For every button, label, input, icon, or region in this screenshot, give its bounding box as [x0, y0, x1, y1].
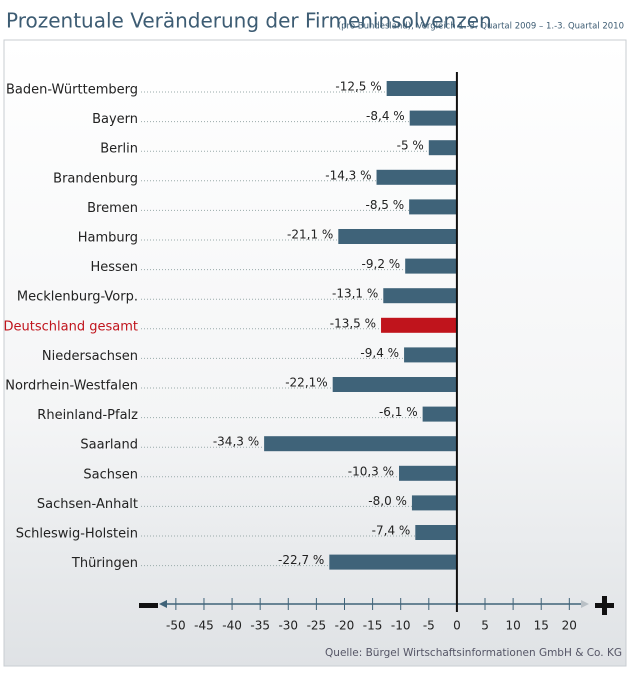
bar — [264, 436, 457, 452]
category-label: Bayern — [92, 112, 138, 127]
bar — [381, 317, 457, 333]
value-label: -7,4 % — [372, 524, 411, 538]
category-label: Schleswig-Holstein — [16, 527, 138, 542]
x-tick-label: -35 — [250, 619, 270, 633]
x-tick-label: 5 — [481, 619, 489, 633]
value-label: -5 % — [397, 139, 424, 153]
value-label: -8,0 % — [368, 494, 407, 508]
bar — [404, 347, 457, 363]
bar — [332, 377, 457, 392]
panel — [3, 39, 627, 667]
value-label: -9,4 % — [360, 346, 399, 360]
value-label: -21,1 % — [287, 228, 333, 242]
x-tick-label: 10 — [505, 619, 520, 633]
bar — [428, 140, 457, 156]
minus-sign — [139, 603, 158, 608]
bar — [383, 288, 457, 304]
x-tick-label: -20 — [335, 619, 355, 633]
bar — [409, 199, 457, 215]
plus-sign — [602, 596, 607, 615]
category-label: Berlin — [100, 142, 138, 157]
value-label: -13,1 % — [332, 287, 378, 301]
x-tick-label: -40 — [222, 619, 242, 633]
bar — [409, 110, 457, 126]
bar — [329, 554, 457, 570]
chart-title: Prozentuale Veränderung der Firmeninsolv… — [6, 9, 492, 33]
bar — [376, 169, 457, 185]
bar — [422, 406, 457, 422]
value-label: -6,1 % — [379, 405, 418, 419]
x-tick-label: -15 — [363, 619, 383, 633]
x-tick-label: -5 — [423, 619, 435, 633]
value-label: -8,4 % — [366, 109, 405, 123]
value-label: -8,5 % — [365, 198, 404, 212]
value-label: -34,3 % — [213, 435, 259, 449]
category-label: Thüringen — [71, 556, 138, 571]
category-label: Sachsen — [83, 467, 138, 482]
category-label: Baden-Württemberg — [6, 83, 138, 98]
x-tick-label: -25 — [307, 619, 327, 633]
bar — [411, 495, 457, 511]
bar — [399, 465, 457, 481]
category-label: Sachsen-Anhalt — [37, 497, 138, 512]
category-label: Brandenburg — [53, 171, 138, 186]
chart-subtitle: (pro Bundesland), Vergleich 1.-3. Quarta… — [338, 22, 624, 32]
bar — [415, 525, 457, 540]
category-label: Hamburg — [78, 231, 138, 246]
category-label: Mecklenburg-Vorp. — [17, 290, 138, 305]
x-tick-label: 0 — [453, 619, 461, 633]
x-tick-label: 15 — [534, 619, 549, 633]
axis-arrow — [581, 600, 589, 608]
category-label: Bremen — [87, 201, 138, 216]
bar — [386, 81, 457, 96]
value-label: -22,1% — [285, 376, 327, 390]
axis-arrow — [159, 600, 167, 608]
value-label: -22,7 % — [278, 553, 324, 567]
value-label: -12,5 % — [335, 80, 381, 94]
category-label: Saarland — [80, 438, 138, 453]
category-label: Deutschland gesamt — [4, 319, 138, 334]
x-tick-label: -10 — [391, 619, 411, 633]
value-label: -9,2 % — [362, 257, 401, 271]
category-label: Nordrhein-Westfalen — [5, 379, 138, 394]
source: Quelle: Bürgel Wirtschaftsinformationen … — [325, 647, 622, 659]
value-label: -13,5 % — [330, 316, 376, 330]
value-label: -10,3 % — [348, 464, 394, 478]
x-tick-label: -50 — [166, 619, 186, 633]
x-tick-label: 20 — [562, 619, 577, 633]
x-tick-label: -45 — [194, 619, 214, 633]
category-label: Hessen — [90, 260, 138, 275]
category-label: Rheinland-Pfalz — [37, 408, 138, 423]
value-label: -14,3 % — [325, 168, 371, 182]
x-tick-label: -30 — [278, 619, 298, 633]
bar — [338, 229, 457, 244]
category-label: Niedersachsen — [42, 349, 138, 364]
bar — [405, 258, 457, 274]
